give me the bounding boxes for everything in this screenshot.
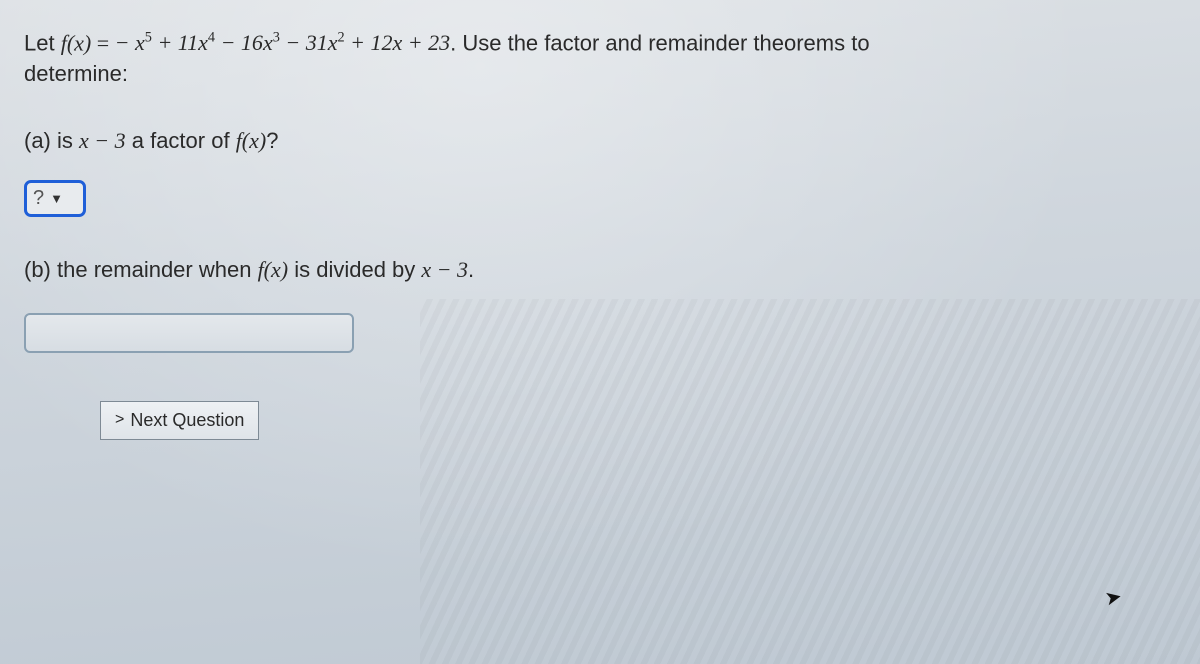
part-b-mid: is divided by [288, 257, 421, 282]
chevron-right-icon: > [115, 411, 124, 429]
part-a-label: (a) is [24, 128, 79, 153]
remainder-input[interactable] [24, 313, 354, 353]
stem-line2: determine: [24, 61, 128, 86]
stem-eq: = [91, 30, 114, 55]
part-b-fx: f(x) [258, 257, 289, 282]
part-a-fx: f(x) [236, 128, 267, 153]
stem-fx: f(x) [61, 30, 92, 55]
next-question-button[interactable]: > Next Question [100, 401, 259, 440]
stem-polynomial: − x5 + 11x4 − 16x3 − 31x2 + 12x + 23 [115, 30, 450, 55]
question-container: Let f(x) = − x5 + 11x4 − 16x3 − 31x2 + 1… [24, 28, 1176, 440]
question-stem: Let f(x) = − x5 + 11x4 − 16x3 − 31x2 + 1… [24, 28, 1176, 90]
part-b: (b) the remainder when f(x) is divided b… [24, 257, 1176, 283]
part-a-mid: a factor of [126, 128, 236, 153]
part-b-divisor: x − 3 [421, 257, 468, 282]
part-b-tail: . [468, 257, 474, 282]
factor-select[interactable]: ? ▼ [24, 180, 86, 217]
part-a: (a) is x − 3 a factor of f(x)? [24, 128, 1176, 154]
part-a-tail: ? [266, 128, 278, 153]
next-button-label: Next Question [130, 410, 244, 431]
part-b-label: (b) the remainder when [24, 257, 258, 282]
chevron-down-icon: ▼ [50, 191, 63, 206]
stem-prefix: Let [24, 30, 61, 55]
select-placeholder: ? [33, 187, 50, 210]
part-a-expr: x − 3 [79, 128, 126, 153]
stem-suffix: . Use the factor and remainder theorems … [450, 30, 869, 55]
